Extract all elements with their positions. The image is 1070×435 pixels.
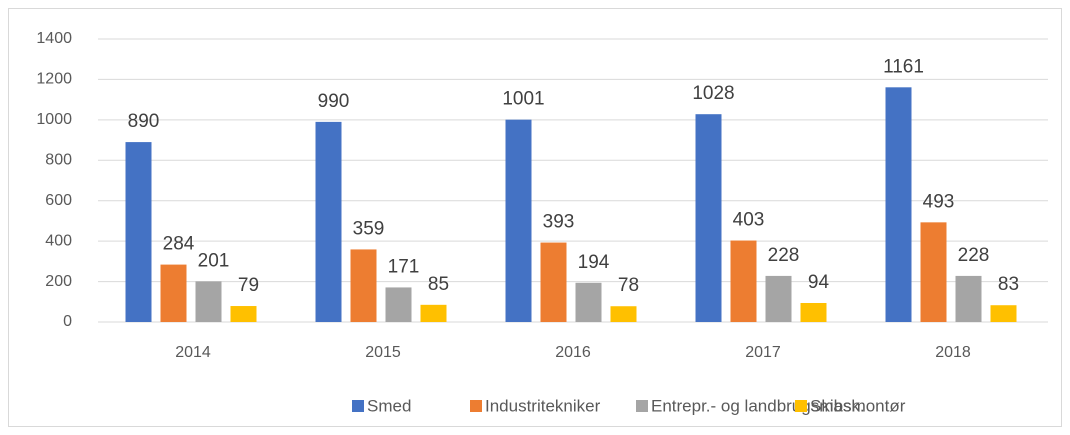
x-tick-label: 2018 bbox=[935, 344, 971, 361]
legend-swatch bbox=[352, 400, 364, 412]
data-label: 78 bbox=[618, 275, 639, 296]
data-label: 1001 bbox=[502, 89, 544, 110]
bar bbox=[695, 114, 722, 322]
data-label: 284 bbox=[163, 234, 195, 255]
bar bbox=[160, 264, 187, 322]
bar bbox=[350, 249, 377, 322]
data-label: 201 bbox=[198, 250, 230, 271]
y-tick-label: 1200 bbox=[36, 71, 72, 88]
bar bbox=[125, 142, 152, 322]
data-label: 990 bbox=[318, 91, 350, 112]
bar bbox=[885, 87, 912, 323]
bar bbox=[505, 119, 532, 322]
legend-label: Entrepr.- og landbrugsmask. bbox=[651, 396, 865, 415]
data-label: 194 bbox=[578, 252, 610, 273]
bar bbox=[420, 304, 447, 322]
data-label: 85 bbox=[428, 274, 449, 295]
bar bbox=[575, 282, 602, 322]
data-label: 359 bbox=[353, 218, 385, 239]
y-tick-label: 1000 bbox=[36, 111, 72, 128]
bar bbox=[230, 306, 257, 322]
y-tick-label: 200 bbox=[45, 273, 72, 290]
x-tick-label: 2014 bbox=[175, 344, 211, 361]
y-tick-label: 1400 bbox=[36, 30, 72, 47]
bar bbox=[955, 275, 982, 322]
data-label: 79 bbox=[238, 275, 259, 296]
data-label: 890 bbox=[128, 111, 160, 132]
data-label: 493 bbox=[923, 191, 955, 212]
bar bbox=[315, 121, 342, 322]
legend-swatch bbox=[470, 400, 482, 412]
data-label: 171 bbox=[388, 256, 420, 277]
data-label: 1161 bbox=[883, 56, 924, 77]
legend-swatch bbox=[636, 400, 648, 412]
data-label: 403 bbox=[733, 210, 765, 231]
x-tick-label: 2017 bbox=[745, 344, 781, 361]
x-tick-label: 2015 bbox=[365, 344, 401, 361]
legend-label: Industritekniker bbox=[485, 396, 601, 415]
bar bbox=[920, 222, 947, 322]
bar bbox=[195, 281, 222, 322]
legend-label: Skibsmontør bbox=[810, 396, 906, 415]
bar bbox=[800, 302, 827, 322]
legend-swatch bbox=[795, 400, 807, 412]
bar bbox=[990, 305, 1017, 322]
bar bbox=[540, 242, 567, 322]
data-label: 228 bbox=[958, 245, 990, 266]
data-label: 228 bbox=[768, 245, 800, 266]
y-tick-label: 600 bbox=[45, 192, 72, 209]
bar bbox=[385, 287, 412, 322]
data-label: 94 bbox=[808, 272, 830, 293]
bar bbox=[610, 306, 637, 322]
data-label: 1028 bbox=[692, 83, 734, 104]
bar bbox=[765, 275, 792, 322]
bar bbox=[730, 240, 757, 322]
y-tick-label: 800 bbox=[45, 152, 72, 169]
data-label: 83 bbox=[998, 274, 1019, 295]
y-tick-label: 0 bbox=[63, 313, 72, 330]
data-label: 393 bbox=[543, 212, 575, 233]
x-tick-label: 2016 bbox=[555, 344, 591, 361]
legend-label: Smed bbox=[367, 396, 411, 415]
y-tick-label: 400 bbox=[45, 232, 72, 249]
